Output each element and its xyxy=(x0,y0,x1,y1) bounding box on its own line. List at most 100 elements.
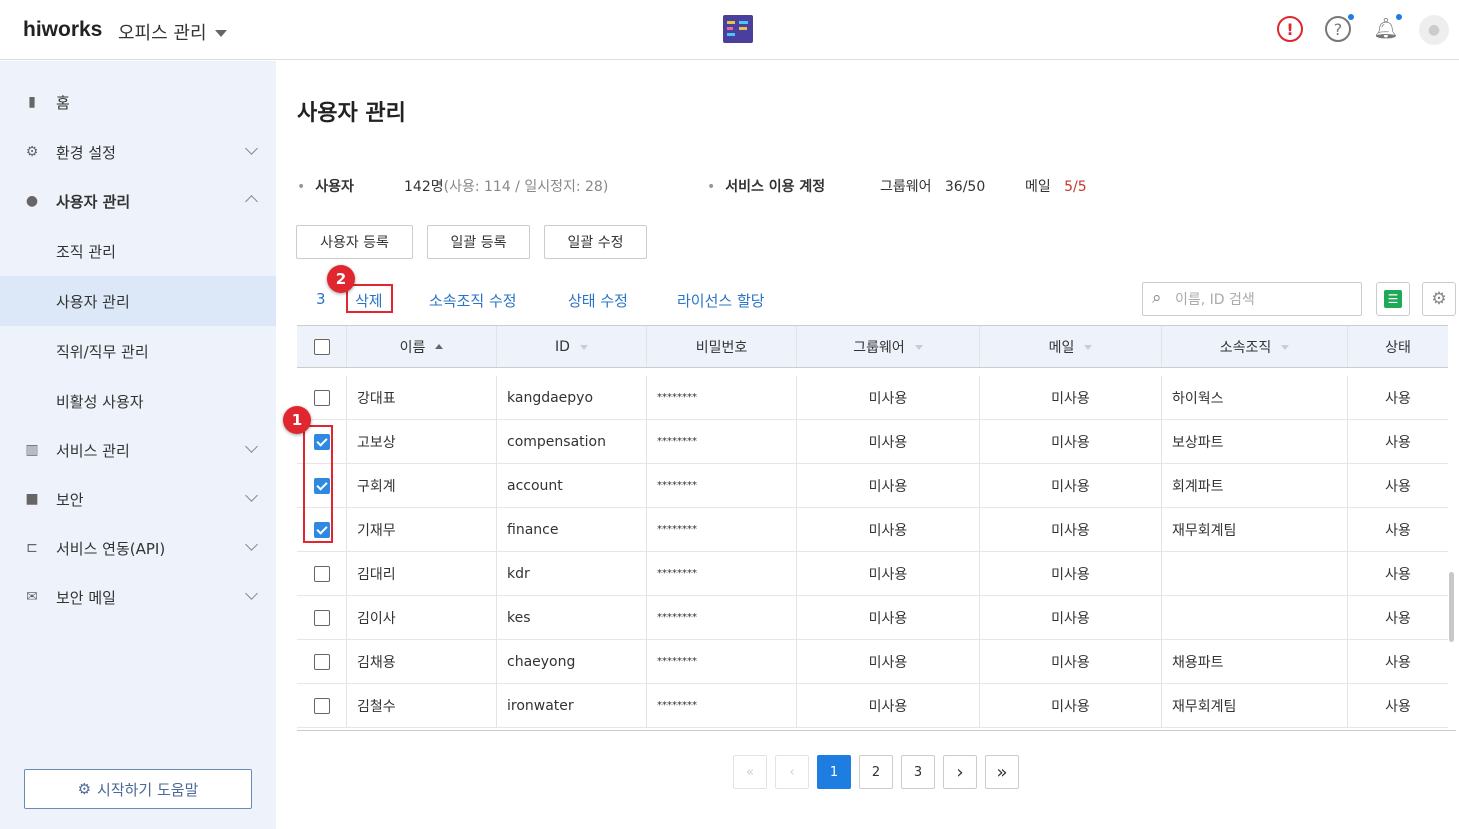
row-checkbox[interactable] xyxy=(313,697,330,714)
sidebar-item-label: 서비스 연동(API) xyxy=(56,539,166,558)
column-mail[interactable]: 메일 xyxy=(980,326,1162,367)
excel-export-button[interactable]: ☰ xyxy=(1376,282,1410,316)
cell-name: 김철수 xyxy=(347,684,497,727)
cell-name: 김대리 xyxy=(347,552,497,595)
cell-gw: 미사용 xyxy=(797,376,980,419)
sidebar: ▮ 홈 ⚙ 환경 설정 ● 사용자 관리 조직 관리 사용자 관리 직위/직무 관리 … xyxy=(0,61,276,829)
cell-pw: ******** xyxy=(647,640,797,683)
table-row[interactable]: 김채용 chaeyong ******** 미사용 미사용 채용파트 사용 xyxy=(297,640,1448,684)
cell-mail: 미사용 xyxy=(980,376,1162,419)
delete-button[interactable]: 삭제 xyxy=(355,292,383,310)
row-checkbox[interactable] xyxy=(313,565,330,582)
column-label: 상태 xyxy=(1385,339,1411,356)
column-org[interactable]: 소속조직 xyxy=(1162,326,1348,367)
bell-icon[interactable]: 🔔︎ xyxy=(1373,16,1399,40)
mail-label: 메일 xyxy=(1025,179,1051,195)
table-row[interactable]: 김대리 kdr ******** 미사용 미사용 사용 xyxy=(297,552,1448,596)
row-checkbox[interactable] xyxy=(313,609,330,626)
bulk-register-button[interactable]: 일괄 등록 xyxy=(427,225,530,259)
app-icon[interactable] xyxy=(723,15,753,43)
cell-mail: 미사용 xyxy=(980,596,1162,639)
highlight-box-delete xyxy=(346,284,393,313)
cell-status: 사용 xyxy=(1385,434,1411,451)
cell-org xyxy=(1162,552,1348,595)
row-checkbox[interactable] xyxy=(313,477,330,494)
sidebar-item-positions[interactable]: 직위/직무 관리 xyxy=(0,326,276,376)
office-menu[interactable]: 오피스 관리 xyxy=(118,19,227,45)
help-icon[interactable]: ? xyxy=(1325,16,1351,42)
table-row[interactable]: 고보상 compensation ******** 미사용 미사용 보상파트 사용 xyxy=(297,420,1448,464)
sort-icon xyxy=(579,344,588,354)
checkbox-cell xyxy=(297,420,347,463)
office-label: 오피스 관리 xyxy=(118,23,207,44)
sidebar-item-inactive-users[interactable]: 비활성 사용자 xyxy=(0,376,276,426)
bulk-edit-button[interactable]: 일괄 수정 xyxy=(544,225,647,259)
cell-gw: 미사용 xyxy=(797,684,980,727)
sidebar-item-api[interactable]: ⊏ 서비스 연동(API) xyxy=(0,523,276,573)
first-page-button[interactable]: « xyxy=(733,755,767,789)
row-checkbox[interactable] xyxy=(313,433,330,450)
sidebar-item-settings[interactable]: ⚙ 환경 설정 xyxy=(0,127,276,177)
page-2-button[interactable]: 2 xyxy=(859,755,893,789)
mail-value: 5/5 xyxy=(1064,179,1087,195)
table-row[interactable]: 기재무 finance ******** 미사용 미사용 재무회계팀 사용 xyxy=(297,508,1448,552)
sidebar-item-secure-mail[interactable]: ✉ 보안 메일 xyxy=(0,572,276,622)
sidebar-item-user-management[interactable]: ● 사용자 관리 xyxy=(0,176,276,226)
sidebar-item-label: 보안 메일 xyxy=(56,588,116,607)
cell-id: account xyxy=(497,464,647,507)
checkbox-cell xyxy=(297,552,347,595)
sort-icon xyxy=(1281,344,1290,354)
table-row[interactable]: 김철수 ironwater ******** 미사용 미사용 재무회계팀 사용 xyxy=(297,684,1448,728)
avatar[interactable]: ● xyxy=(1419,15,1449,45)
cell-org: 재무회계팀 xyxy=(1162,508,1348,551)
register-user-button[interactable]: 사용자 등록 xyxy=(296,225,413,259)
last-page-button[interactable]: » xyxy=(985,755,1019,789)
table-row[interactable]: 구회계 account ******** 미사용 미사용 회계파트 사용 xyxy=(297,464,1448,508)
assign-license-button[interactable]: 라이선스 할당 xyxy=(677,292,765,310)
mail-icon: ✉ xyxy=(26,589,38,605)
user-count: 142명(사용: 114 / 일시정지: 28) xyxy=(404,176,608,196)
cell-pw: ******** xyxy=(647,552,797,595)
sidebar-item-label: 직위/직무 관리 xyxy=(56,342,149,361)
alert-icon[interactable]: ! xyxy=(1277,16,1303,42)
cell-gw: 미사용 xyxy=(797,420,980,463)
table-header: 이름 ID 비밀번호 그룹웨어 메일 소속조직 상태 xyxy=(297,325,1448,368)
page-1-button[interactable]: 1 xyxy=(817,755,851,789)
prev-page-button[interactable]: ‹ xyxy=(775,755,809,789)
row-checkbox[interactable] xyxy=(313,653,330,670)
users-label: 사용자 xyxy=(315,179,354,195)
column-name[interactable]: 이름 xyxy=(347,326,497,367)
sidebar-item-org[interactable]: 조직 관리 xyxy=(0,226,276,276)
table-settings-button[interactable]: ⚙ xyxy=(1422,282,1456,316)
select-all-checkbox[interactable] xyxy=(313,338,330,355)
sidebar-item-users[interactable]: 사용자 관리 xyxy=(0,276,276,326)
cell-mail: 미사용 xyxy=(980,640,1162,683)
user-icon: ● xyxy=(25,193,39,209)
column-id[interactable]: ID xyxy=(497,326,647,367)
logo[interactable]: hiworks xyxy=(23,18,103,41)
sidebar-item-service[interactable]: ▥ 서비스 관리 xyxy=(0,425,276,475)
cell-org: 보상파트 xyxy=(1162,420,1348,463)
getting-started-help-button[interactable]: ⚙ 시작하기 도움말 xyxy=(24,769,252,809)
table-row[interactable]: 김이사 kes ******** 미사용 미사용 사용 xyxy=(297,596,1448,640)
sidebar-item-home[interactable]: ▮ 홈 xyxy=(0,77,276,127)
search-input[interactable]: ⌕ 이름, ID 검색 xyxy=(1142,282,1362,316)
table-row[interactable]: 강대표 kangdaepyo ******** 미사용 미사용 하이웍스 사용 xyxy=(297,376,1448,420)
column-label: 이름 xyxy=(399,339,426,356)
edit-status-button[interactable]: 상태 수정 xyxy=(568,292,628,310)
checkbox-cell xyxy=(297,640,347,683)
edit-org-button[interactable]: 소속조직 수정 xyxy=(429,292,517,310)
next-page-button[interactable]: › xyxy=(943,755,977,789)
sidebar-item-label: 사용자 관리 xyxy=(56,192,131,211)
scrollbar[interactable] xyxy=(1449,572,1454,642)
chevron-down-icon xyxy=(245,142,258,155)
column-groupware[interactable]: 그룹웨어 xyxy=(797,326,980,367)
sidebar-item-security[interactable]: ■ 보안 xyxy=(0,474,276,524)
row-checkbox[interactable] xyxy=(313,389,330,406)
row-checkbox[interactable] xyxy=(313,521,330,538)
page-3-button[interactable]: 3 xyxy=(901,755,935,789)
cell-mail: 미사용 xyxy=(980,508,1162,551)
chevron-down-icon xyxy=(245,587,258,600)
sort-icon xyxy=(914,344,923,354)
sidebar-item-label: 보안 xyxy=(56,490,84,509)
